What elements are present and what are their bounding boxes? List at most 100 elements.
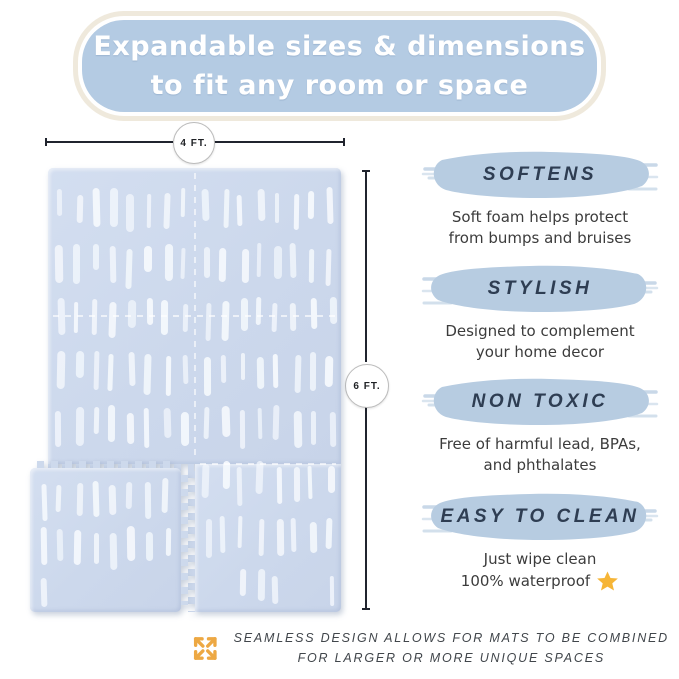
mat-brush-dash [294,193,300,230]
mat-seam [194,173,196,461]
feature-title: STYLISH [487,278,593,299]
width-dimension-tick-right [343,138,345,146]
height-dimension-label: 6 FT. [353,380,381,392]
mat-brush-dash [326,187,334,225]
mat-brush-dash [74,302,79,334]
height-dimension-line-top [365,170,367,362]
mat-brush-dash [257,243,262,278]
mat-brush-dash [56,529,64,562]
mat-brush-dash [40,577,48,607]
star-icon [597,571,619,591]
mat-brush-dash [75,407,84,447]
mat-brush-dash [255,460,264,494]
mat-brush-dash [76,483,83,516]
mat-brush-dash [165,527,172,557]
feature-text-line: Just wipe clean [483,550,597,568]
mat-brush-dash [329,576,335,606]
mat-brush-dash [204,246,211,278]
feature-softens: SOFTENS Soft foam helps protect from bum… [418,146,662,249]
height-dimension-tick-bottom [362,608,370,610]
mat-brush-dash [165,243,174,281]
feature-title: NON TOXIC [471,391,609,412]
mat-brush-dash [126,412,135,445]
mat-brush-dash [237,466,243,506]
mat-brush-dash [110,188,119,228]
mat-brush-dash [206,519,212,559]
banner-line1: Expandable sizes & dimensions [93,31,586,62]
mat-brush-dash [240,410,245,450]
puzzle-teeth-vertical [188,471,195,612]
mat-brush-dash [125,248,133,289]
large-play-mat [48,168,341,612]
mat-brush-dash [257,189,266,223]
mat-brush-dash [236,194,243,226]
mat-brush-dash [76,194,84,223]
mat-brush-dash [145,532,154,561]
mat-brush-dash [144,245,152,273]
mat-brush-dash [219,516,225,554]
mat-brush-dash [161,478,169,513]
feature-non-toxic: NON TOXIC Free of harmful lead, BPAs, an… [418,373,662,476]
mat-brush-dash [272,354,278,389]
mat-brush-dash [240,568,247,596]
mat-brush-dash [163,407,172,439]
feature-text-line: your home decor [475,343,605,361]
mat-brush-dash [125,481,133,510]
mat-brush-dash [325,518,333,550]
mat-brush-dash [57,188,63,217]
mat-brush-dash [182,354,189,385]
mat-brush-dash [294,467,301,503]
mat-brush-dash [126,526,135,562]
mat-brush-dash [271,302,278,333]
mat-brush-dash [240,353,245,380]
mat-brush-dash [54,244,64,283]
footer-note: SEAMLESS DESIGN ALLOWS FOR MATS TO BE CO… [190,628,669,668]
feature-stylish: STYLISH Designed to complement your home… [418,260,662,363]
feature-text-line: and phthalates [483,456,597,474]
mat-brush-dash [93,406,99,434]
mat-brush-dash [108,484,117,516]
feature-text-line: Designed to complement [445,322,635,340]
mat-brush-dash [147,193,152,228]
mat-brush-dash [109,533,118,571]
feature-title: EASY TO CLEAN [440,506,640,527]
height-dimension-line-bottom [365,406,367,610]
mat-brush-dash [307,191,314,220]
small-mat-tile [30,461,188,612]
feature-title: SOFTENS [482,164,598,185]
mat-brush-dash [144,407,150,448]
mat-brush-dash [329,412,337,448]
mat-brush-dash [275,192,280,223]
mat-brush-dash [143,353,152,395]
mat-brush-dash [310,410,316,445]
width-dimension-line-right [213,141,345,143]
mat-brush-dash [324,356,334,388]
mat-brush-dash [310,352,316,392]
mat-brush-dash [276,467,283,505]
mat-brush-dash [180,187,186,217]
mat-brush-dash [258,518,265,556]
mat-brush-dash [307,466,314,500]
header-banner: Expandable sizes & dimensions to fit any… [82,20,597,112]
mat-brush-dash [221,300,230,341]
mat-brush-dash [256,357,265,390]
mat-brush-dash [91,298,98,336]
feature-text-line: Soft foam helps protect [451,208,629,226]
mat-brush-dash [294,354,302,393]
mat-brush-dash [329,297,337,325]
mat-brush-dash [271,575,279,604]
mat-brush-dash [55,484,62,512]
mat-brush-dash [92,480,100,518]
mat-brush-dash [93,244,99,271]
mat-brush-dash [201,189,210,222]
mat-brush-dash [182,303,188,333]
mat-brush-dash [203,406,209,439]
mat-brush-dash [73,530,81,566]
footer-line2: FOR LARGER OR MORE UNIQUE SPACES [297,651,605,665]
feature-text-line: 100% waterproof [460,572,591,590]
mat-brush-dash [180,412,189,447]
mat-brush-dash [125,193,134,232]
width-dimension-badge: 4 FT. [173,122,215,164]
mat-brush-dash [237,515,243,548]
